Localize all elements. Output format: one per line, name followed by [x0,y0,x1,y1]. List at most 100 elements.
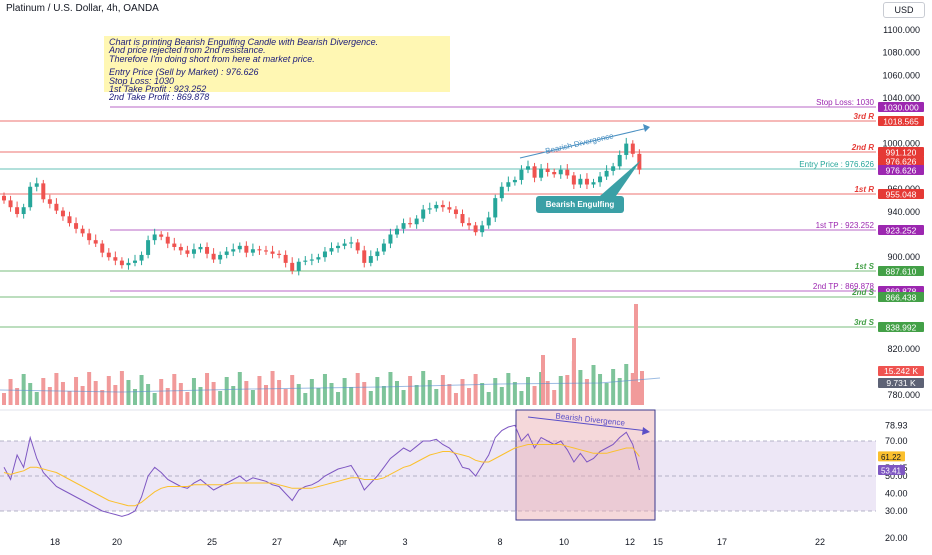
volume-bar [598,374,603,405]
rsi-tick-label: 40.00 [885,489,908,499]
currency-button[interactable]: USD [883,2,925,18]
volume-bar [512,382,517,405]
level-label: Stop Loss: 1030 [816,98,874,107]
note-line: 2nd Take Profit : 869.878 [109,92,210,103]
volume-bar [453,393,458,405]
candle-body [519,169,524,180]
candle-body [578,178,583,185]
candle-body [512,179,517,183]
volume-bar [541,355,545,405]
volume-bar [316,388,321,405]
candle-body [526,166,530,170]
price-tag-bg [878,322,924,332]
note-line: 1st Take Profit : 923.252 [109,84,207,95]
volume-bar [277,380,282,405]
volume-bar [634,304,638,405]
candle-body [34,183,39,187]
candle-body [277,253,282,255]
volume-bar [447,384,452,405]
price-tag-bg [878,366,924,376]
volume-bar [8,379,13,405]
arrow-head [643,124,650,132]
price-tag: 976.626 [886,166,917,176]
candle-body [584,178,589,185]
callout-pointer [600,160,641,196]
volume-ma-line [0,377,661,393]
price-tag-bg [878,292,924,302]
candle-body [434,204,439,209]
volume-bar [401,390,406,405]
volume-bar [303,393,308,405]
volume-bar [283,389,288,405]
volume-bar [119,371,124,405]
volume-bar [558,376,563,405]
price-tick-label: 1100.000 [883,25,920,35]
volume-bar [106,376,111,405]
rsi-tag-bg [878,465,905,476]
volume-bar [408,376,413,405]
time-tick-label: 10 [559,537,569,547]
volume-bar [460,379,465,405]
volume-bar [2,393,6,405]
volume-bar [290,375,295,405]
volume-bar [67,391,72,405]
price-tick-label: 820.000 [887,344,920,354]
candle-body [460,214,465,224]
volume-bar [604,383,609,405]
volume-bar [421,371,426,405]
candle-body [93,240,98,244]
volume-bar [224,377,229,405]
rsi-tick-label: 50.00 [885,471,908,481]
candle-body [80,228,85,234]
candle-body [146,240,151,255]
price-tag: 1030.000 [883,103,919,113]
volume-bar [28,383,33,405]
volume-bar [480,383,485,405]
price-tick-label: 1000.000 [882,139,920,149]
time-tick-label: 25 [207,537,217,547]
candle-body [257,249,262,251]
rsi-arrow-head [642,427,650,435]
volume-bar [395,381,399,405]
volume-bar [178,383,183,405]
price-tag: 923.252 [886,226,917,236]
candle-body [224,251,229,255]
volume-bar [526,377,530,405]
volume-bar [165,388,170,405]
volume-bar [355,373,360,405]
candle-body [250,249,255,253]
candle-body [100,243,105,253]
volume-bar [93,381,98,405]
rsi-value: 53.41 [881,467,902,476]
note-line: And price rejected from 2nd resistance. [109,45,266,56]
time-axis: 18 20 25 27 Apr 3 8 10 12 15 17 22 [50,537,825,547]
candle-body [316,257,321,260]
volume-bar [309,379,314,405]
price-tag: 991.120 [886,148,917,158]
price-tag-bg [878,189,924,199]
level-label: 2nd R [851,143,874,152]
price-tag: 1018.565 [883,117,919,127]
price-tick-label: 1080.000 [882,48,920,58]
candle-body [28,186,33,208]
candle-body [178,246,183,251]
level-label: 2nd TP : 869.878 [813,282,875,291]
volume-bar [584,379,589,405]
price-tag-bg [878,156,924,166]
candle-body [264,250,268,252]
divergence-line [519,127,649,159]
rsi-panel [0,409,932,521]
candle-body [401,223,406,229]
volume-bar [572,338,576,405]
note-line: Stop Loss: 1030 [109,75,175,86]
candle-body [283,254,288,263]
volume-bar [257,376,262,405]
volume-bar [218,391,223,405]
volume-bar [146,384,151,405]
time-tick-label: 20 [112,537,122,547]
volume-ma-value: 9.731 K [886,378,916,388]
volume-bar [198,387,203,405]
volume-bar [191,378,196,405]
candle-body [8,200,13,208]
